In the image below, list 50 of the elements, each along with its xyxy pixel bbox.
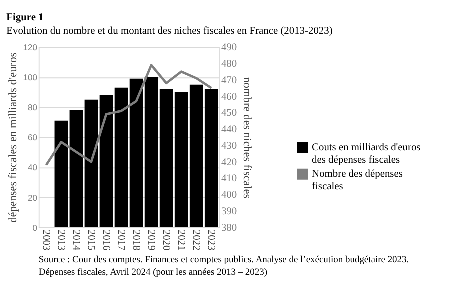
y2-tick-label: 380 [221,222,238,234]
y2-tick-label: 470 [221,75,238,86]
y-axis-title: dépenses fiscales en milliards d'euros [8,52,20,223]
x-tick-label: 2017 [116,230,127,251]
y2-axis-title: nombre des niches fiscales [240,77,253,200]
bar [70,110,84,228]
y2-tick-label: 440 [221,124,238,136]
source-note: Source : Cour des comptes. Finances et comptes publics. Analyse de l’exécution budgétaire 2023. Dépenses fiscales, Avril 2024 (pour les années 2013 – 2023) [38,256,410,278]
bar [190,84,204,228]
x-tick-label: 2014 [70,230,82,252]
bar [130,78,144,228]
x-tick-label: 2023 [206,230,217,251]
bar [54,120,68,228]
y2-tick-label: 400 [221,190,238,202]
y2-tick-label: 410 [221,174,238,185]
y2-tick-label: 450 [221,108,238,120]
legend-label: Nombre des dépenses fiscales [312,169,403,193]
bar [84,100,98,228]
bar [174,92,188,228]
x-tick-label: 2003 [40,230,52,251]
x-tick-label: 2022 [190,230,202,251]
line-series [45,64,213,166]
y2-tick-label: 430 [221,140,238,152]
y-tick-label: 100 [23,72,38,83]
bar [204,89,218,228]
y-tick-label: 0 [32,222,38,233]
y-tick-label: 80 [28,102,38,113]
chart-title: Figure 1 [6,12,44,24]
y-tick-label: 40 [28,162,38,173]
y2-tick-label: 490 [221,42,238,54]
x-tick-label: 2015 [86,230,97,251]
x-tick-label: 2020 [160,230,172,251]
bar [114,88,128,228]
y-tick-label: 60 [28,132,38,143]
bar [100,95,114,228]
x-tick-label: 2016 [100,230,112,251]
x-tick-label: 2019 [146,230,157,251]
y2-tick-label: 480 [221,58,238,70]
y-tick-label: 120 [23,42,38,53]
y2-tick-label: 390 [221,206,238,218]
y2-tick-label: 460 [221,92,238,103]
chart-subtitle: Evolution du nombre et du montant des niches fiscales en France (2013-2023) [6,26,334,38]
y-tick-label: 20 [28,192,38,203]
x-tick-label: 2013 [56,230,67,251]
legend-label: Couts en milliards d'euros des dépenses fiscales [312,142,421,166]
x-tick-label: 2021 [176,230,187,251]
bar [144,77,158,228]
x-tick-label: 2018 [130,230,142,251]
y2-tick-label: 420 [221,157,238,168]
bar [160,89,174,228]
